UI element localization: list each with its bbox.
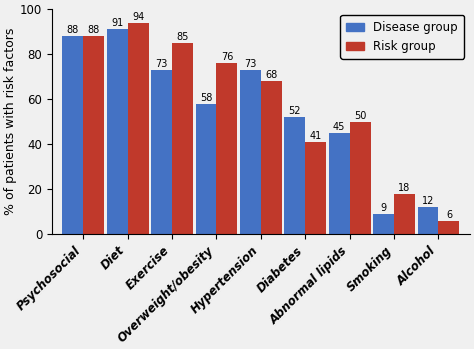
Bar (284, 117, 305, 234)
Bar (128, 23, 148, 234)
Bar (63, 36, 83, 234)
Bar (172, 43, 193, 234)
Text: 6: 6 (446, 210, 452, 220)
Text: 41: 41 (310, 131, 322, 141)
Bar (438, 221, 459, 234)
Bar (217, 63, 237, 234)
Text: 73: 73 (155, 59, 168, 69)
Text: 85: 85 (176, 32, 189, 42)
Y-axis label: % of patients with risk factors: % of patients with risk factors (4, 28, 17, 215)
Text: 52: 52 (289, 106, 301, 116)
Text: 76: 76 (221, 52, 233, 62)
Text: 91: 91 (111, 18, 123, 28)
Bar (107, 29, 128, 234)
Bar (373, 214, 394, 234)
Bar (196, 104, 217, 234)
Bar (350, 122, 371, 234)
Text: 68: 68 (265, 70, 277, 80)
Text: 94: 94 (132, 12, 144, 22)
Bar (261, 81, 282, 234)
Text: 12: 12 (422, 196, 434, 206)
Text: 88: 88 (88, 25, 100, 35)
Text: 88: 88 (67, 25, 79, 35)
Text: 73: 73 (244, 59, 256, 69)
Text: 58: 58 (200, 92, 212, 103)
Bar (151, 70, 172, 234)
Bar (418, 207, 438, 234)
Text: 45: 45 (333, 122, 346, 132)
Bar (305, 142, 326, 234)
Bar (83, 36, 104, 234)
Bar (240, 70, 261, 234)
Bar (329, 133, 350, 234)
Text: 9: 9 (381, 203, 387, 213)
Text: 18: 18 (399, 183, 410, 193)
Bar (394, 194, 415, 234)
Legend: Disease group, Risk group: Disease group, Risk group (340, 15, 464, 59)
Text: 50: 50 (354, 111, 366, 121)
